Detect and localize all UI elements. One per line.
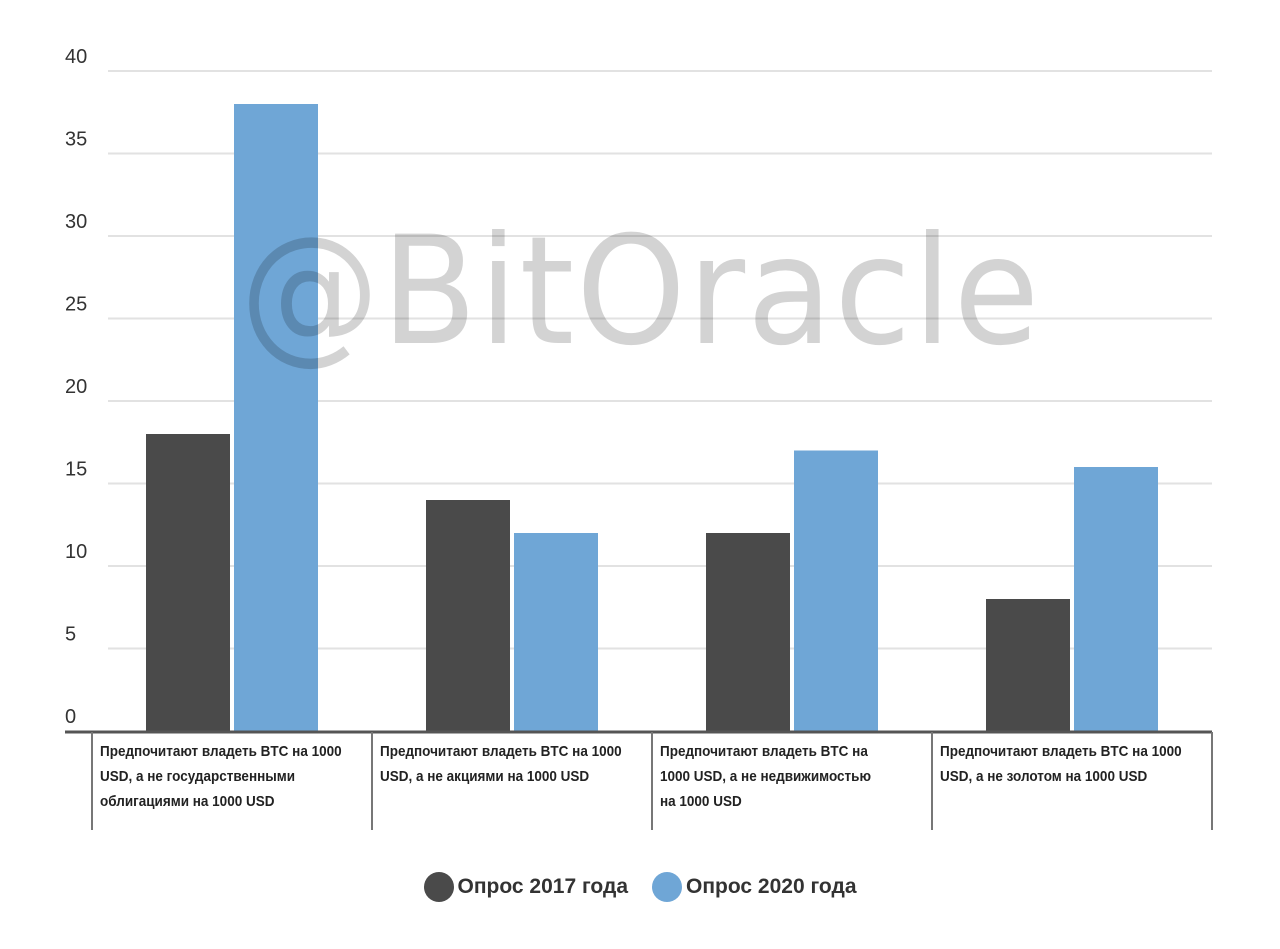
bar-2020 xyxy=(794,450,878,731)
bar-2020 xyxy=(234,104,318,731)
x-category-label: Предпочитают владеть BTC на 1000 USD, а н… xyxy=(940,739,1182,789)
y-tick-label: 5 xyxy=(65,624,76,646)
x-category-label-line: Предпочитают владеть BTC на 1000 xyxy=(100,743,342,760)
x-category-label-line: облигациями на 1000 USD xyxy=(100,793,275,810)
y-tick-label: 25 xyxy=(65,294,87,316)
x-category-label: Предпочитают владеть BTC на 1000 USD, а н… xyxy=(660,739,871,814)
legend-swatch-icon xyxy=(652,872,682,902)
legend: Опрос 2017 года Опрос 2020 года xyxy=(0,872,1280,902)
y-tick-label: 30 xyxy=(65,211,87,233)
x-category-label: Предпочитают владеть BTC на 1000 USD, а н… xyxy=(100,739,342,814)
legend-label: Опрос 2020 года xyxy=(686,875,857,898)
bar-2017 xyxy=(146,434,230,731)
x-category-label-line: Предпочитают владеть BTC на 1000 xyxy=(940,743,1182,760)
bar-2017 xyxy=(986,599,1070,731)
legend-label: Опрос 2017 года xyxy=(457,875,629,898)
x-category-label-line: на 1000 USD xyxy=(660,793,742,810)
x-category-label-line: USD, а не государственными xyxy=(100,768,296,785)
y-tick-label: 20 xyxy=(65,376,87,398)
y-tick-label: 0 xyxy=(65,706,76,728)
bar-2020 xyxy=(1074,467,1158,731)
x-category-label-line: USD, а не золотом на 1000 USD xyxy=(940,768,1148,785)
y-tick-label: 15 xyxy=(65,459,87,481)
y-tick-label: 35 xyxy=(65,129,87,151)
legend-swatch-icon xyxy=(423,872,454,902)
x-category-label-line: 1000 USD, а не недвижимостью xyxy=(660,768,871,785)
y-tick-label: 40 xyxy=(65,46,87,68)
legend-item: Опрос 2020 года xyxy=(652,872,857,902)
bar-2017 xyxy=(426,500,510,731)
bar-2020 xyxy=(514,533,598,731)
y-tick-label: 10 xyxy=(65,541,87,563)
legend-item: Опрос 2017 года xyxy=(423,872,629,902)
x-category-label-line: Предпочитают владеть BTC на xyxy=(660,743,868,760)
x-category-label-line: Предпочитают владеть BTC на 1000 xyxy=(380,743,622,760)
bar-2017 xyxy=(706,533,790,731)
x-category-label-line: USD, а не акциями на 1000 USD xyxy=(380,768,590,785)
x-category-label: Предпочитают владеть BTC на 1000 USD, а н… xyxy=(380,739,622,789)
